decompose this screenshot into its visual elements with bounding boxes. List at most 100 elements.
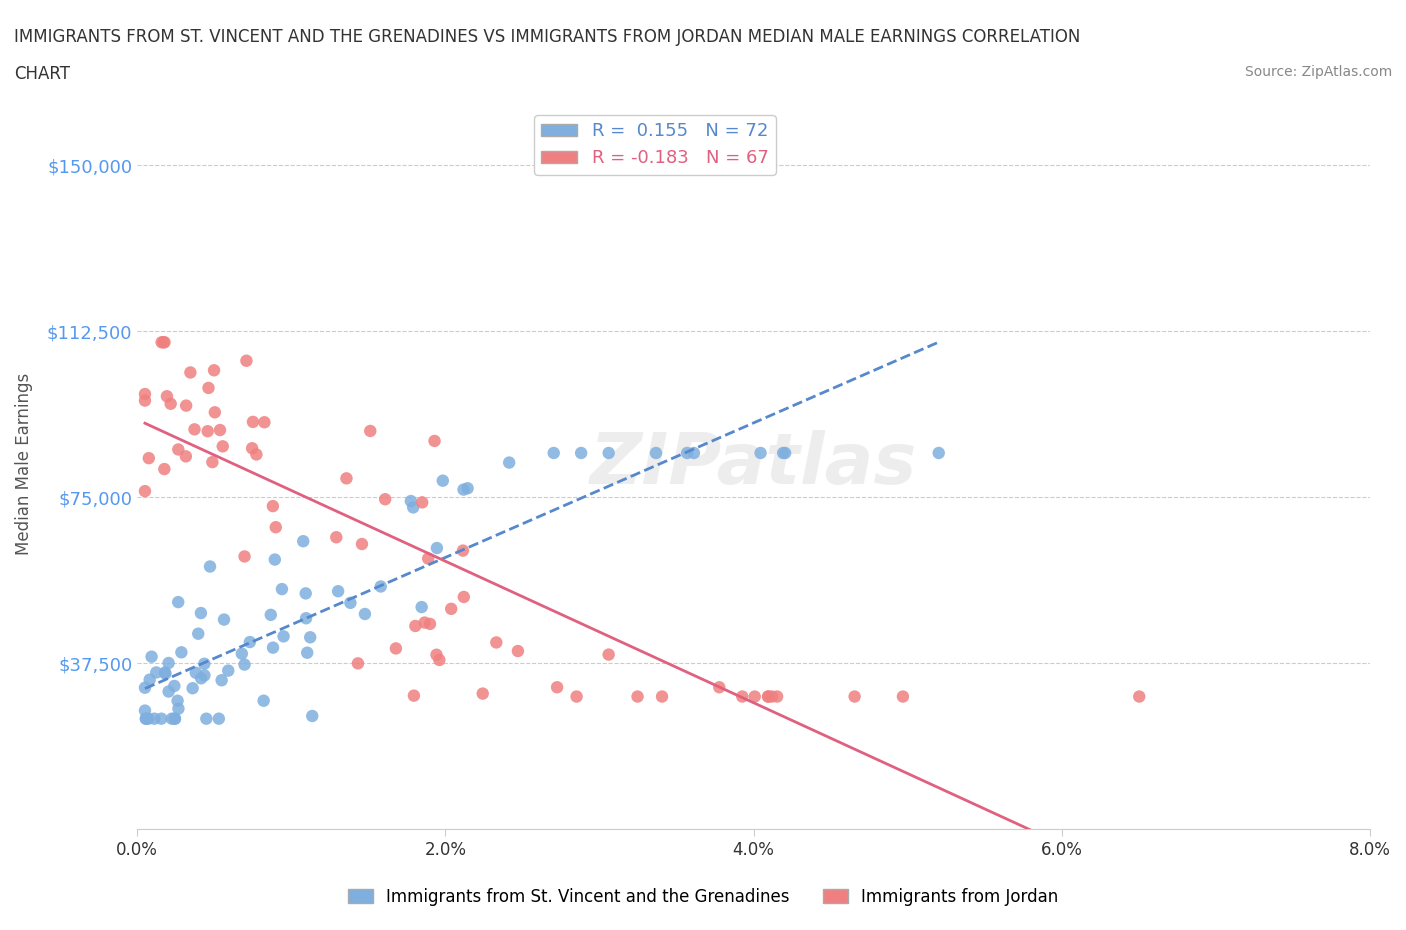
- Point: [239, 634, 262, 649]
- Point: [152, 335, 174, 350]
- Point: [292, 534, 315, 549]
- Point: [166, 693, 188, 708]
- Point: [335, 471, 357, 485]
- Point: [370, 579, 392, 594]
- Point: [731, 689, 754, 704]
- Point: [419, 617, 441, 631]
- Point: [295, 611, 318, 626]
- Point: [136, 711, 159, 726]
- Point: [217, 663, 239, 678]
- Point: [150, 335, 173, 350]
- Legend: R =  0.155   N = 72, R = -0.183   N = 67: R = 0.155 N = 72, R = -0.183 N = 67: [534, 115, 776, 175]
- Point: [756, 689, 779, 704]
- Text: ZIPatlas: ZIPatlas: [591, 430, 917, 498]
- Point: [253, 693, 276, 708]
- Point: [262, 498, 284, 513]
- Point: [143, 711, 166, 726]
- Point: [183, 422, 205, 437]
- Point: [197, 380, 219, 395]
- Point: [141, 649, 163, 664]
- Point: [350, 537, 373, 551]
- Point: [190, 605, 212, 620]
- Point: [273, 629, 295, 644]
- Point: [399, 494, 422, 509]
- Point: [354, 606, 377, 621]
- Point: [159, 396, 181, 411]
- Point: [413, 615, 436, 630]
- Point: [264, 520, 287, 535]
- Point: [425, 647, 447, 662]
- Point: [198, 559, 221, 574]
- Point: [263, 552, 285, 567]
- Point: [193, 657, 215, 671]
- Point: [928, 445, 950, 460]
- Point: [347, 656, 370, 671]
- Point: [385, 641, 408, 656]
- Point: [235, 353, 257, 368]
- Point: [202, 363, 225, 378]
- Point: [766, 689, 789, 704]
- Point: [891, 689, 914, 704]
- Point: [432, 473, 454, 488]
- Point: [195, 711, 218, 726]
- Point: [543, 445, 565, 460]
- Point: [163, 679, 186, 694]
- Point: [295, 645, 318, 660]
- Point: [744, 689, 766, 704]
- Point: [453, 482, 475, 497]
- Point: [565, 689, 588, 704]
- Point: [262, 640, 284, 655]
- Point: [423, 433, 446, 448]
- Point: [135, 711, 157, 726]
- Point: [271, 581, 294, 596]
- Point: [402, 688, 425, 703]
- Text: Source: ZipAtlas.com: Source: ZipAtlas.com: [1244, 65, 1392, 79]
- Point: [426, 540, 449, 555]
- Point: [418, 551, 440, 566]
- Point: [156, 389, 179, 404]
- Point: [134, 680, 156, 695]
- Point: [756, 689, 779, 704]
- Point: [761, 689, 783, 704]
- Point: [150, 711, 173, 726]
- Point: [233, 658, 256, 672]
- Point: [134, 393, 156, 408]
- Legend: Immigrants from St. Vincent and the Grenadines, Immigrants from Jordan: Immigrants from St. Vincent and the Gren…: [342, 881, 1064, 912]
- Point: [190, 671, 212, 685]
- Point: [772, 445, 794, 460]
- Point: [506, 644, 529, 658]
- Point: [1128, 689, 1150, 704]
- Text: CHART: CHART: [14, 65, 70, 83]
- Point: [598, 647, 620, 662]
- Point: [211, 672, 233, 687]
- Point: [153, 665, 176, 680]
- Point: [773, 445, 796, 460]
- Point: [167, 442, 190, 457]
- Point: [134, 484, 156, 498]
- Point: [204, 405, 226, 419]
- Point: [197, 424, 219, 439]
- Point: [134, 387, 156, 402]
- Point: [231, 646, 253, 661]
- Point: [179, 365, 201, 380]
- Point: [683, 445, 706, 460]
- Point: [170, 644, 193, 659]
- Point: [167, 594, 190, 609]
- Point: [749, 445, 772, 460]
- Point: [174, 398, 197, 413]
- Point: [676, 445, 699, 460]
- Point: [339, 595, 361, 610]
- Point: [326, 584, 349, 599]
- Point: [208, 422, 231, 437]
- Point: [457, 481, 479, 496]
- Point: [201, 455, 224, 470]
- Point: [240, 441, 263, 456]
- Point: [153, 461, 176, 476]
- Point: [325, 530, 347, 545]
- Point: [359, 423, 381, 438]
- Point: [374, 492, 396, 507]
- Point: [844, 689, 866, 704]
- Text: IMMIGRANTS FROM ST. VINCENT AND THE GRENADINES VS IMMIGRANTS FROM JORDAN MEDIAN : IMMIGRANTS FROM ST. VINCENT AND THE GREN…: [14, 28, 1080, 46]
- Point: [485, 635, 508, 650]
- Point: [453, 590, 475, 604]
